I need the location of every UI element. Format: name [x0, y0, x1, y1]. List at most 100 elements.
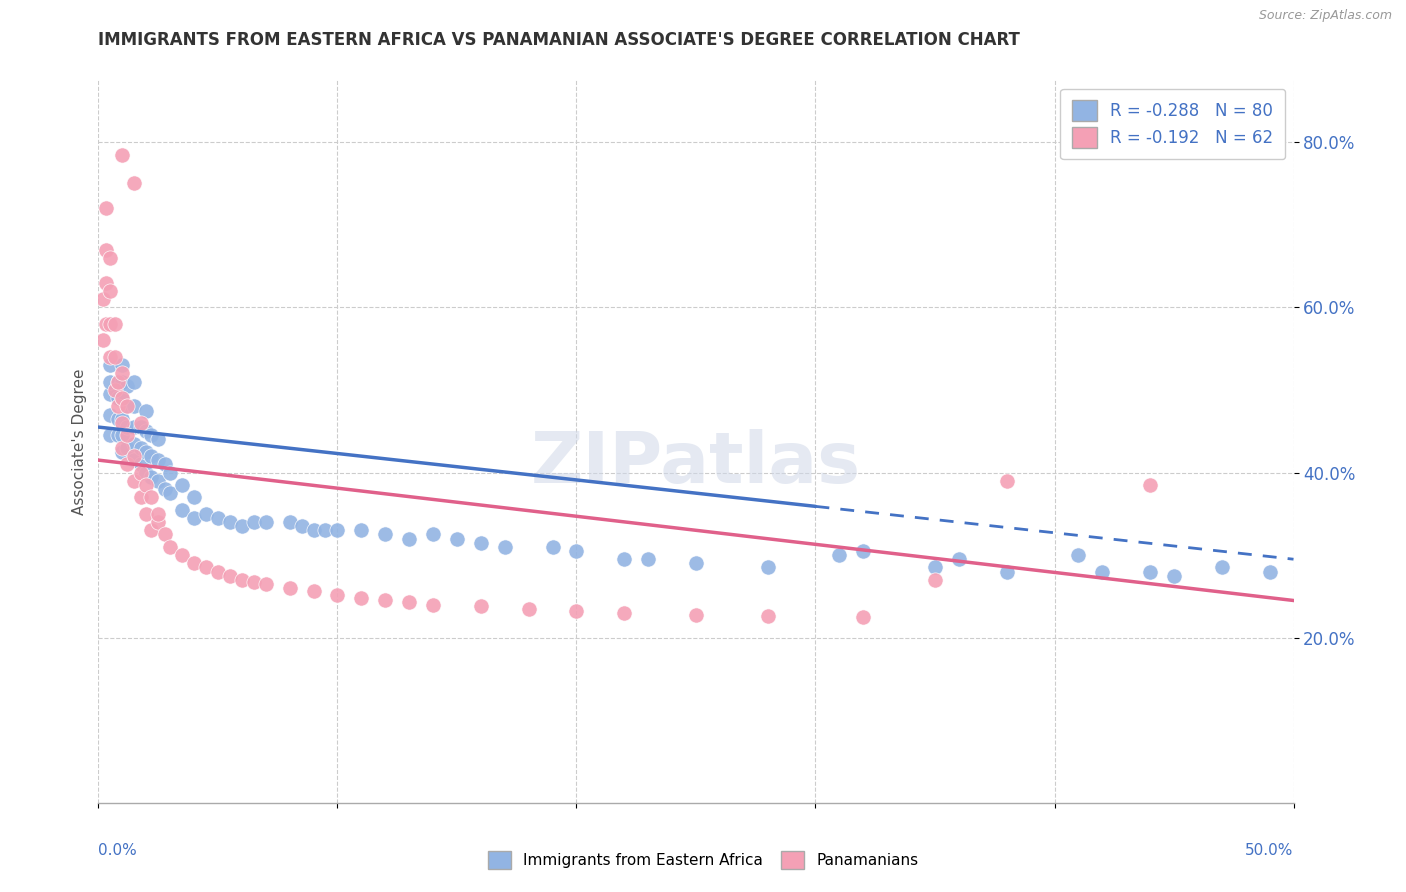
Point: [852, 544, 875, 558]
Point: [111, 375, 134, 389]
Point: [115, 379, 138, 393]
Text: IMMIGRANTS FROM EASTERN AFRICA VS PANAMANIAN ASSOCIATE'S DEGREE CORRELATION CHAR: IMMIGRANTS FROM EASTERN AFRICA VS PANAMA…: [98, 31, 1021, 49]
Point: [565, 604, 588, 618]
Point: [91, 334, 114, 348]
Point: [183, 490, 205, 504]
Point: [155, 457, 177, 471]
Point: [124, 453, 146, 467]
Point: [995, 565, 1018, 579]
Point: [107, 375, 129, 389]
Point: [148, 474, 170, 488]
Point: [1258, 565, 1281, 579]
Y-axis label: Associate's Degree: Associate's Degree: [72, 368, 87, 515]
Point: [124, 400, 146, 414]
Point: [131, 416, 153, 430]
Point: [98, 317, 122, 331]
Point: [98, 387, 122, 401]
Point: [470, 599, 492, 614]
Point: [159, 486, 181, 500]
Point: [183, 557, 205, 571]
Point: [107, 412, 129, 426]
Point: [207, 565, 229, 579]
Point: [315, 524, 337, 538]
Point: [94, 317, 117, 331]
Point: [756, 560, 779, 574]
Point: [98, 350, 122, 364]
Point: [637, 552, 659, 566]
Point: [135, 507, 157, 521]
Point: [172, 502, 194, 516]
Point: [115, 420, 138, 434]
Point: [1211, 560, 1233, 574]
Point: [517, 601, 540, 615]
Point: [1139, 478, 1161, 492]
Point: [148, 507, 170, 521]
Point: [326, 524, 349, 538]
Point: [374, 527, 396, 541]
Point: [350, 524, 373, 538]
Point: [115, 400, 138, 414]
Point: [685, 557, 707, 571]
Text: ZIPatlas: ZIPatlas: [531, 429, 860, 498]
Point: [111, 412, 134, 426]
Point: [98, 251, 122, 265]
Point: [98, 428, 122, 442]
Point: [148, 433, 170, 447]
Point: [350, 591, 373, 605]
Point: [111, 391, 134, 405]
Point: [124, 436, 146, 450]
Point: [302, 524, 325, 538]
Point: [139, 490, 162, 504]
Point: [139, 449, 162, 463]
Point: [231, 573, 253, 587]
Point: [613, 552, 636, 566]
Point: [124, 449, 146, 463]
Point: [398, 595, 420, 609]
Point: [107, 400, 129, 414]
Point: [398, 532, 420, 546]
Point: [243, 515, 266, 529]
Point: [148, 515, 170, 529]
Point: [278, 581, 301, 595]
Text: 0.0%: 0.0%: [98, 843, 138, 857]
Point: [243, 574, 266, 589]
Point: [131, 490, 153, 504]
Point: [111, 147, 134, 161]
Point: [278, 515, 301, 529]
Point: [139, 428, 162, 442]
Point: [111, 445, 134, 459]
Point: [470, 535, 492, 549]
Point: [948, 552, 970, 566]
Point: [139, 469, 162, 483]
Point: [131, 457, 153, 471]
Point: [1067, 548, 1090, 562]
Legend: R = -0.288   N = 80, R = -0.192   N = 62: R = -0.288 N = 80, R = -0.192 N = 62: [1060, 88, 1285, 160]
Point: [135, 466, 157, 480]
Point: [291, 519, 314, 533]
Point: [139, 524, 162, 538]
Point: [124, 420, 146, 434]
Point: [148, 453, 170, 467]
Point: [685, 607, 707, 622]
Point: [124, 375, 146, 389]
Point: [135, 424, 157, 438]
Point: [115, 400, 138, 414]
Point: [111, 367, 134, 381]
Point: [104, 317, 127, 331]
Text: Source: ZipAtlas.com: Source: ZipAtlas.com: [1258, 9, 1392, 22]
Point: [494, 540, 516, 554]
Point: [195, 560, 218, 574]
Point: [1139, 565, 1161, 579]
Point: [111, 391, 134, 405]
Point: [159, 540, 181, 554]
Point: [111, 428, 134, 442]
Point: [131, 441, 153, 455]
Point: [115, 428, 138, 442]
Point: [94, 201, 117, 215]
Point: [155, 527, 177, 541]
Point: [98, 375, 122, 389]
Point: [613, 606, 636, 620]
Point: [231, 519, 253, 533]
Point: [155, 482, 177, 496]
Point: [98, 358, 122, 372]
